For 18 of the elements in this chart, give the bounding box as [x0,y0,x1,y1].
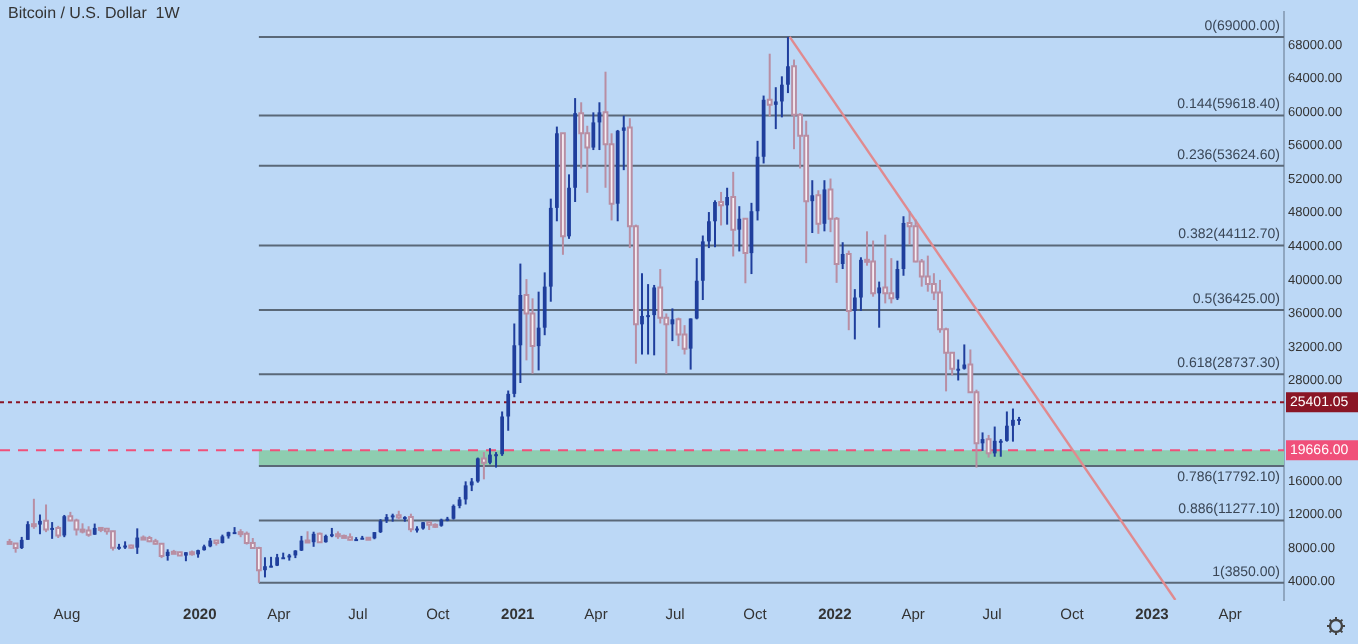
candlestick [25,520,30,541]
candlestick [737,205,742,253]
candlestick [135,527,140,555]
candlestick [713,199,717,249]
candlestick [652,283,657,357]
candlestick [640,272,644,356]
candlestick [62,513,67,539]
candlestick [1011,407,1015,443]
candlestick [840,241,845,271]
candlestick [463,480,468,506]
candlestick [725,186,730,226]
candlestick [263,556,267,579]
chart-title: Bitcoin / U.S. Dollar 1W [8,4,180,22]
candlestick [475,456,480,484]
candlestick [992,425,997,458]
candlestick [877,280,882,329]
candlestick [810,179,815,234]
candlestick [38,513,42,536]
